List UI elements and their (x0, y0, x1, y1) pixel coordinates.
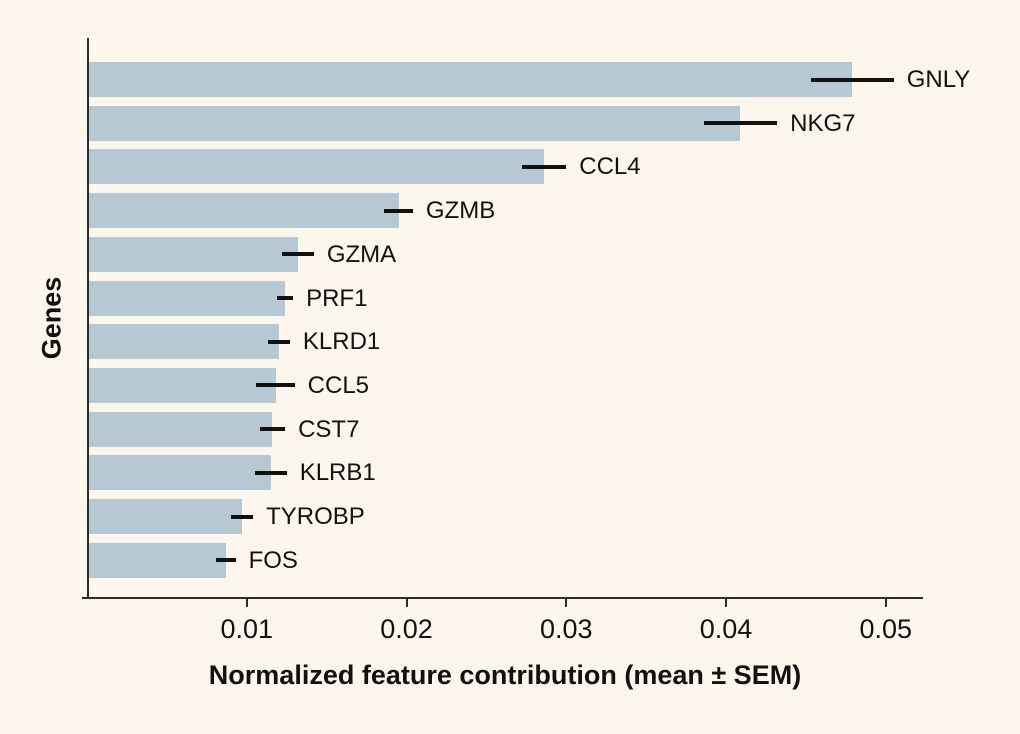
x-tick-mark (565, 598, 568, 607)
bar-label: KLRD1 (302, 328, 381, 356)
error-bar (384, 208, 413, 213)
bar (89, 280, 286, 316)
error-bar (281, 252, 314, 257)
bar-label: KLRB1 (299, 459, 376, 487)
bar (89, 411, 273, 447)
bar (89, 455, 271, 491)
x-axis-spine (82, 597, 923, 599)
bar (89, 236, 298, 272)
x-tick-label: 0.03 (539, 614, 593, 644)
error-bar (230, 514, 254, 519)
error-bar (277, 296, 294, 300)
x-tick-label: 0.01 (220, 614, 274, 644)
bar (89, 105, 741, 141)
bar-label: GZMB (425, 197, 496, 225)
bar-label: GZMA (326, 240, 397, 268)
bar (89, 542, 226, 578)
bar-label: FOS (248, 546, 298, 574)
error-bar (256, 383, 295, 388)
x-axis-label: Normalized feature contribution (mean ± … (208, 660, 802, 690)
x-tick-mark (725, 598, 727, 607)
bar-label: CCL5 (307, 371, 370, 399)
error-bar (810, 77, 894, 82)
error-bar (216, 558, 236, 563)
bar-label: CST7 (298, 415, 360, 443)
bar-label: CCL4 (579, 153, 641, 181)
bar-label: PRF1 (306, 284, 368, 312)
bar-label: TYROBP (266, 503, 365, 530)
error-bar (267, 339, 290, 344)
bar (89, 62, 853, 97)
error-bar (254, 470, 287, 475)
x-tick-label: 0.05 (859, 614, 913, 644)
y-axis-spine (87, 38, 89, 599)
error-bar (703, 121, 778, 126)
x-tick-label: 0.04 (699, 614, 753, 644)
x-tick-label: 0.02 (380, 614, 433, 644)
bar (89, 367, 276, 403)
y-axis-label: Genes (36, 276, 67, 360)
x-tick-mark (884, 598, 887, 607)
bar (89, 324, 279, 360)
x-tick-mark (245, 598, 248, 607)
error-bar (259, 427, 286, 432)
bar-label: GNLY (906, 66, 971, 93)
bar-label: NKG7 (790, 109, 856, 137)
x-tick-mark (405, 598, 408, 607)
bar (89, 193, 399, 229)
bar (89, 149, 544, 185)
bar (89, 499, 242, 534)
error-bar (521, 164, 567, 169)
